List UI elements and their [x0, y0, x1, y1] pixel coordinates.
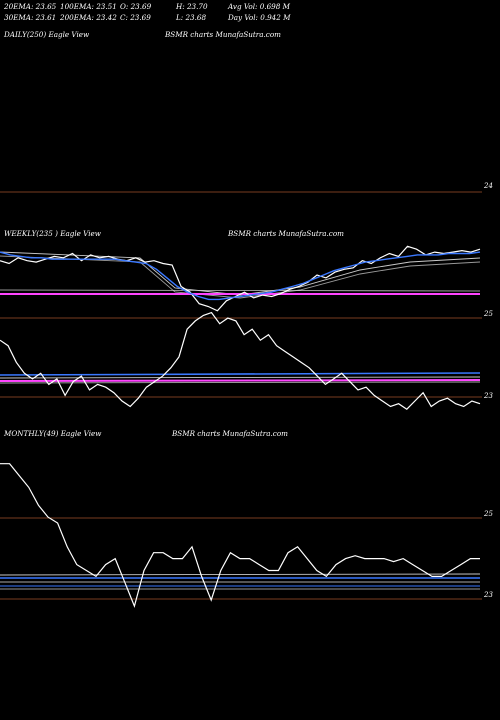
price-series-layer	[0, 245, 481, 608]
high-value: H: 23.70	[176, 2, 208, 11]
tick-label-weekly-23: 23	[483, 392, 493, 400]
daily-ema-grey-2	[0, 381, 481, 384]
tick-label-monthly-23: 23	[483, 591, 493, 599]
weekly-ema-line	[0, 251, 481, 301]
day-vol-value: Day Vol: 0.942 M	[228, 13, 291, 22]
ema200-value: 200EMA: 23.42	[60, 13, 117, 22]
weekly-flat-band	[0, 289, 481, 292]
monthly-watermark: BSMR charts MunafaSutra.com	[172, 429, 288, 438]
daily-support-magenta	[0, 379, 481, 382]
monthly-ema-grey-1	[0, 573, 481, 576]
tick-label-daily-24: 24	[483, 182, 493, 190]
daily-ema-grey-1	[0, 376, 481, 379]
monthly-panel-label: MONTHLY(49) Eagle View	[4, 429, 102, 438]
avg-vol-value: Avg Vol: 0.698 M	[228, 2, 290, 11]
low-value: L: 23.68	[176, 13, 207, 22]
tick-label-weekly-25: 25	[483, 310, 493, 318]
ema30-value: 30EMA: 23.61	[4, 13, 57, 22]
open-value: O: 23.69	[120, 2, 152, 11]
weekly-watermark: BSMR charts MunafaSutra.com	[228, 229, 344, 238]
ema100-value: 100EMA: 23.51	[60, 2, 117, 11]
weekly-ema-grey-1	[0, 251, 481, 296]
monthly-price-line	[0, 463, 480, 608]
close-value: C: 23.69	[120, 13, 151, 22]
tick-label-monthly-25: 25	[483, 510, 493, 518]
weekly-panel-label: WEEKLY(235 ) Eagle View	[4, 229, 101, 238]
daily-panel-label: DAILY(250) Eagle View	[4, 30, 90, 39]
daily-price-line	[0, 311, 481, 410]
ema20-value: 20EMA: 23.65	[4, 2, 57, 11]
daily-watermark: BSMR charts MunafaSutra.com	[165, 30, 281, 39]
daily-ema-blue	[0, 372, 481, 376]
